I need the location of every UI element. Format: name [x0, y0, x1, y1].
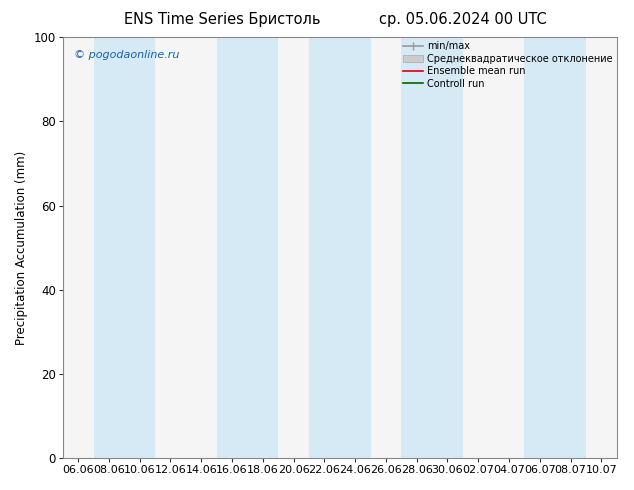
Text: ENS Time Series Бристоль: ENS Time Series Бристоль: [124, 12, 320, 27]
Text: ср. 05.06.2024 00 UTC: ср. 05.06.2024 00 UTC: [379, 12, 547, 27]
Legend: min/max, Среднеквадратическое отклонение, Ensemble mean run, Controll run: min/max, Среднеквадратическое отклонение…: [399, 38, 616, 93]
Bar: [524, 37, 586, 458]
Text: © pogodaonline.ru: © pogodaonline.ru: [74, 50, 179, 60]
Bar: [217, 37, 278, 458]
Bar: [401, 37, 463, 458]
Bar: [309, 37, 370, 458]
Bar: [94, 37, 155, 458]
Y-axis label: Precipitation Accumulation (mm): Precipitation Accumulation (mm): [15, 150, 28, 345]
